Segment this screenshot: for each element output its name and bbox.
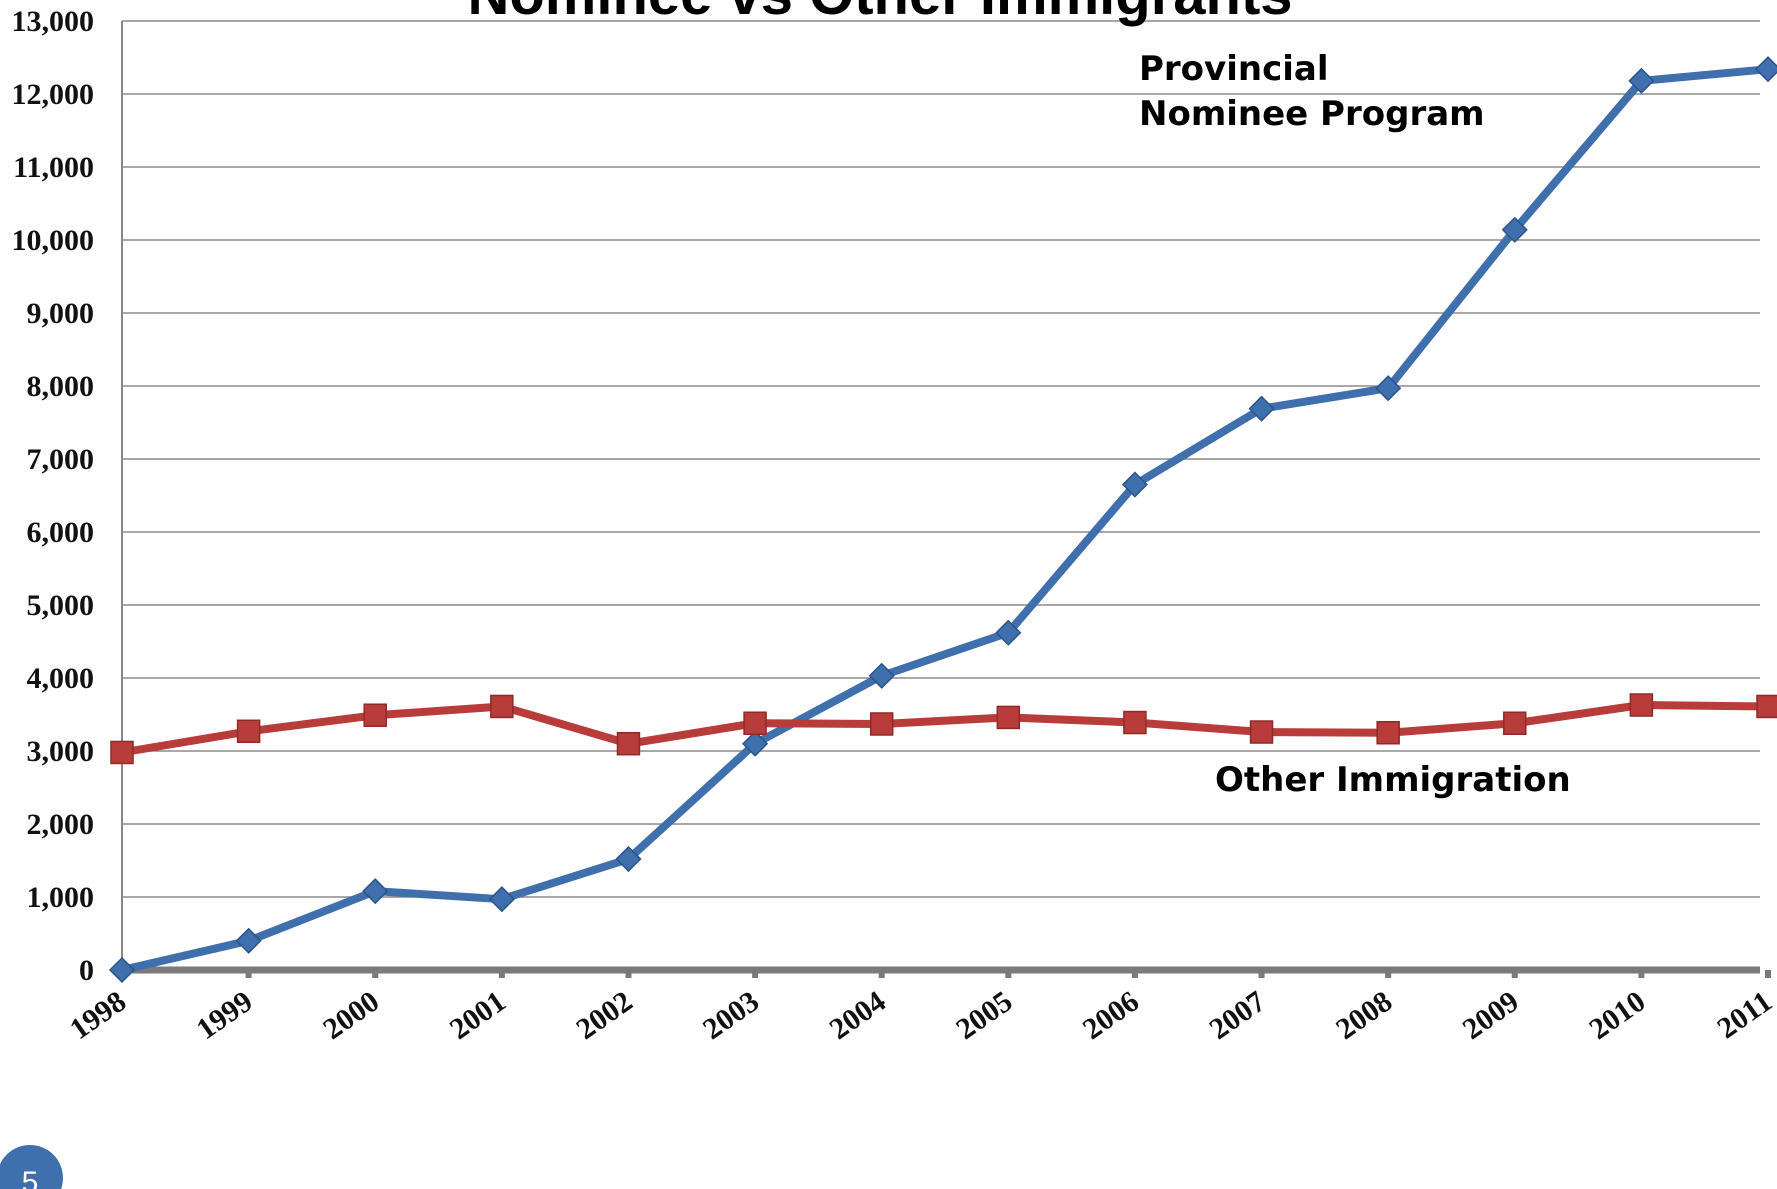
data-point [616,731,641,756]
data-point [490,694,514,719]
data-point [108,956,136,984]
gridlines [122,20,1760,898]
data-point [996,705,1021,730]
series-label: Provincial [1139,49,1328,89]
slide-number-circle [0,1145,63,1189]
data-point [869,712,894,736]
series-2 [110,693,1777,765]
data-point [615,845,642,873]
data-point [868,662,895,689]
y-tick-label: 2,000 [27,808,95,841]
y-axis-tick-labels: 0 1,000 2,000 3,000 4,000 5,000 6,000 7,000 8,00… [12,5,95,987]
x-tick-label: 2009 [1457,985,1525,1046]
data-point [995,619,1022,646]
x-tick-label: 2005 [950,985,1018,1046]
slide-number-badge: 5 [0,1145,63,1189]
data-point [1121,471,1148,498]
y-tick-label: 4,000 [27,662,95,695]
data-point [1629,693,1654,717]
x-tick-label: 2008 [1330,985,1398,1046]
chart-title: Nominee vs Other Immigrants [467,0,1292,27]
series-label: Nominee Program [1139,94,1485,134]
y-tick-label: 5,000 [27,589,95,622]
y-tick-label: 10,000 [12,224,95,257]
series-label: Other Immigration [1215,760,1571,800]
x-tick-label: 2000 [317,985,385,1046]
x-tick-label: 2011 [1711,985,1777,1046]
x-axis-tick-labels: 1998 1999 2000 2001 2002 2003 2004 2005 2006 2007… [64,970,1777,1046]
data-point [1375,375,1402,402]
data-point [363,703,387,727]
y-tick-label: 0 [79,954,94,987]
axes [121,21,1760,974]
data-point [1501,216,1528,243]
y-tick-label: 12,000 [12,78,95,111]
y-tick-label: 1,000 [27,881,95,914]
data-point [1248,395,1275,422]
series-group [108,56,1777,984]
x-tick-label: 2003 [697,985,765,1046]
x-tick-label: 1998 [64,985,132,1046]
x-tick-label: 2006 [1077,985,1145,1046]
series-1 [108,56,1777,984]
data-point [110,740,134,765]
data-point [1756,694,1777,719]
x-tick-label: 2002 [570,985,638,1046]
y-tick-label: 8,000 [27,370,95,403]
y-tick-label: 11,000 [13,151,94,184]
x-tick-label: 2010 [1583,985,1651,1046]
data-point [1376,721,1400,745]
data-point [1628,67,1655,94]
slide-number: 5 [22,1166,39,1189]
series-line [121,701,1769,757]
x-tick-label: 2001 [444,985,512,1046]
y-tick-label: 6,000 [27,516,95,549]
y-tick-label: 3,000 [27,735,95,768]
data-point [488,886,515,913]
data-point [742,730,769,757]
data-point [1754,56,1777,83]
y-tick-label: 9,000 [27,297,95,330]
y-tick-label: 13,000 [12,5,95,38]
y-tick-label: 7,000 [27,443,95,476]
data-point [1123,710,1147,735]
x-tick-label: 2004 [824,985,892,1046]
data-point [236,719,261,744]
data-point [235,927,262,954]
series-labels: Provincial Nominee Program Other Immigrati… [1139,49,1571,800]
data-point [1503,711,1527,736]
x-tick-label: 2007 [1203,985,1271,1046]
x-tick-label: 1999 [191,985,259,1046]
data-point [1249,720,1274,744]
data-point [743,711,767,736]
series-line [121,65,1769,974]
data-point [362,878,389,905]
